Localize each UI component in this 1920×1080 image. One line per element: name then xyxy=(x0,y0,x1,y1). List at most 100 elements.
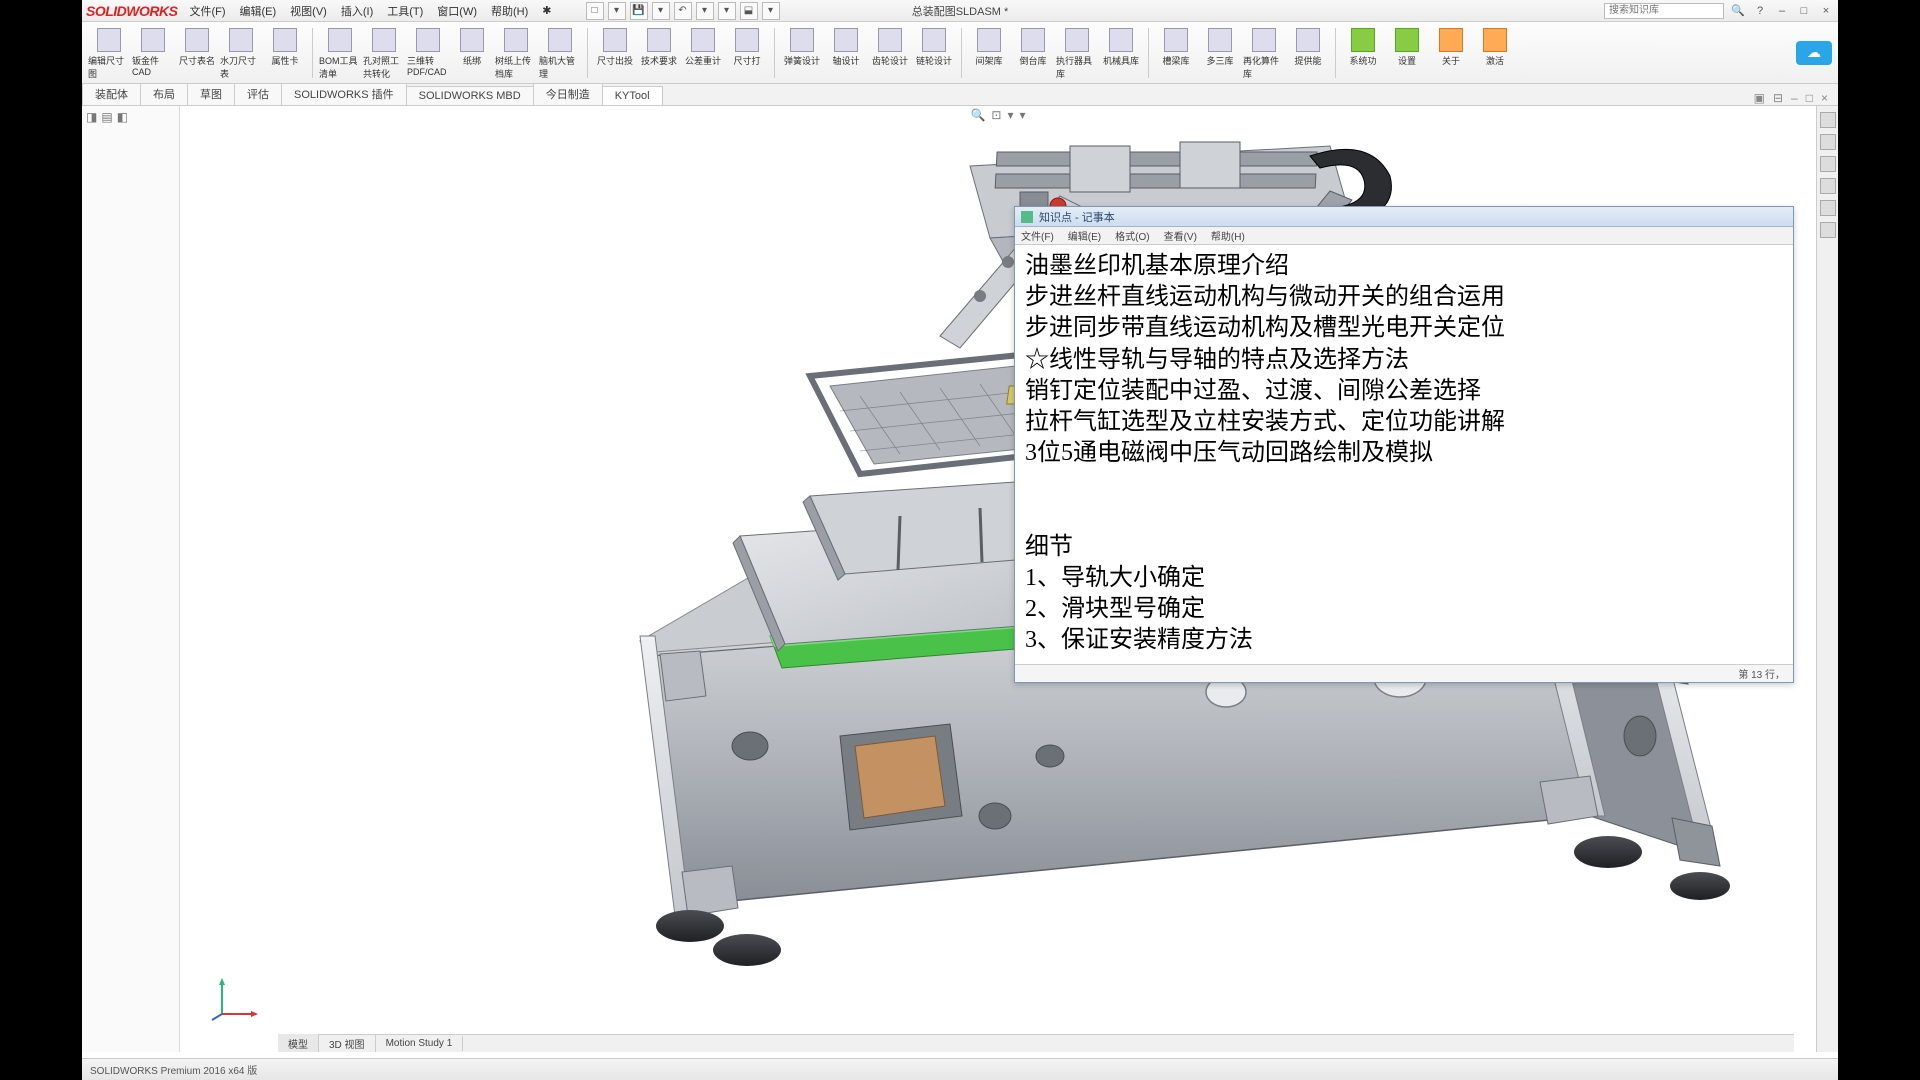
3d-viewport[interactable]: 🔍 ⊡ ▾ ▾ xyxy=(180,106,1816,1052)
ribbon-机械具库[interactable]: 机械具库 xyxy=(1100,26,1142,69)
menu-edit[interactable]: 编辑(E) xyxy=(240,3,277,19)
qat-print-icon[interactable]: ▾ xyxy=(652,2,670,20)
ribbon-钣金件CAD[interactable]: 钣金件CAD xyxy=(132,26,174,79)
ribbon-水刀尺寸表[interactable]: 水刀尺寸表 xyxy=(220,26,262,82)
ribbon-技术要求[interactable]: 技术要求 xyxy=(638,26,680,69)
qat-undo-icon[interactable]: ↶ xyxy=(674,2,692,20)
tab-KYTool[interactable]: KYTool xyxy=(602,86,663,105)
status-bar: SOLIDWORKS Premium 2016 x64 版 xyxy=(82,1058,1838,1080)
tab-SOLIDWORKS MBD[interactable]: SOLIDWORKS MBD xyxy=(406,86,534,105)
menu-insert[interactable]: 插入(I) xyxy=(341,3,373,19)
ft-prop-icon[interactable]: ◧ xyxy=(117,110,128,124)
motion-study-tabs: 模型3D 视图Motion Study 1 xyxy=(278,1034,1794,1052)
tab-close-icon[interactable]: × xyxy=(1821,91,1828,105)
np-menu-help[interactable]: 帮助(H) xyxy=(1211,228,1245,243)
taskpane-custom-props-icon[interactable] xyxy=(1820,222,1836,238)
ft-tree-icon[interactable]: ◨ xyxy=(86,110,97,124)
tab-min-icon[interactable]: – xyxy=(1791,91,1798,105)
qat-options-icon[interactable]: ▾ xyxy=(762,2,780,20)
ribbon-齿轮设计[interactable]: 齿轮设计 xyxy=(869,26,911,69)
bottom-tab-3D 视图[interactable]: 3D 视图 xyxy=(319,1034,376,1052)
minimize-icon[interactable]: – xyxy=(1774,4,1790,18)
bottom-tab-Motion Study 1[interactable]: Motion Study 1 xyxy=(376,1036,464,1051)
right-task-pane xyxy=(1816,106,1838,1052)
ribbon-链轮设计[interactable]: 链轮设计 xyxy=(913,26,955,69)
qat-open-icon[interactable]: ▾ xyxy=(608,2,626,20)
np-menu-file[interactable]: 文件(F) xyxy=(1021,228,1054,243)
notepad-window[interactable]: 知识点 - 记事本 文件(F) 编辑(E) 格式(O) 查看(V) 帮助(H) … xyxy=(1014,206,1794,683)
ribbon-脑机大管理[interactable]: 脑机大管理 xyxy=(539,26,581,82)
ribbon-弹簧设计[interactable]: 弹簧设计 xyxy=(781,26,823,69)
ribbon-属性卡[interactable]: 属性卡 xyxy=(264,26,306,69)
taskpane-resources-icon[interactable] xyxy=(1820,112,1836,128)
ft-config-icon[interactable]: ▤ xyxy=(101,110,112,124)
cloud-button[interactable]: ☁ xyxy=(1796,41,1832,65)
maximize-icon[interactable]: □ xyxy=(1796,4,1812,18)
ribbon-轴设计[interactable]: 轴设计 xyxy=(825,26,867,69)
solidworks-logo: SOLIDWORKS xyxy=(86,3,177,19)
ribbon-再化算件库[interactable]: 再化算件库 xyxy=(1243,26,1285,82)
tab-装配体[interactable]: 装配体 xyxy=(82,82,141,105)
ribbon-尺寸表名[interactable]: 尺寸表名 xyxy=(176,26,218,69)
qat-save-icon[interactable]: 💾 xyxy=(630,2,648,20)
tab-布局[interactable]: 布局 xyxy=(140,82,188,105)
taskpane-design-lib-icon[interactable] xyxy=(1820,134,1836,150)
tab-pin-icon[interactable]: ⊟ xyxy=(1773,91,1783,105)
ribbon-尺寸打[interactable]: 尺寸打 xyxy=(726,26,768,69)
ribbon-树纸上传档库[interactable]: 树纸上传档库 xyxy=(495,26,537,82)
tab-max-icon[interactable]: □ xyxy=(1806,91,1813,105)
notepad-titlebar[interactable]: 知识点 - 记事本 xyxy=(1015,207,1793,227)
menu-file[interactable]: 文件(F) xyxy=(189,3,225,19)
ribbon-关于[interactable]: 关于 xyxy=(1430,26,1472,69)
qat-select-icon[interactable]: ▾ xyxy=(718,2,736,20)
qat-redo-icon[interactable]: ▾ xyxy=(696,2,714,20)
ribbon-提供能[interactable]: 提供能 xyxy=(1287,26,1329,69)
np-menu-format[interactable]: 格式(O) xyxy=(1115,228,1149,243)
menu-tools[interactable]: 工具(T) xyxy=(387,3,423,19)
ribbon-设置[interactable]: 设置 xyxy=(1386,26,1428,69)
taskpane-view-palette-icon[interactable] xyxy=(1820,178,1836,194)
ribbon-right-buttons: ☁ xyxy=(1796,41,1832,65)
tab-今日制造[interactable]: 今日制造 xyxy=(533,82,603,105)
menu-window[interactable]: 窗口(W) xyxy=(437,3,477,19)
np-menu-edit[interactable]: 编辑(E) xyxy=(1068,228,1101,243)
ribbon-纸绑[interactable]: 纸绑 xyxy=(451,26,493,69)
ribbon-多三库[interactable]: 多三库 xyxy=(1199,26,1241,69)
ribbon-间架库[interactable]: 间架库 xyxy=(968,26,1010,69)
help-icon[interactable]: ? xyxy=(1752,4,1768,18)
tab-草图[interactable]: 草图 xyxy=(187,82,235,105)
taskpane-appearances-icon[interactable] xyxy=(1820,200,1836,216)
taskpane-file-explorer-icon[interactable] xyxy=(1820,156,1836,172)
notepad-title-text: 知识点 - 记事本 xyxy=(1039,209,1115,225)
notepad-app-icon xyxy=(1021,211,1033,223)
ribbon-三维转PDF/CAD[interactable]: 三维转PDF/CAD xyxy=(407,26,449,79)
np-menu-view[interactable]: 查看(V) xyxy=(1164,228,1197,243)
ribbon-槽梁库[interactable]: 槽梁库 xyxy=(1155,26,1197,69)
feature-tree-panel[interactable]: ◨ ▤ ◧ xyxy=(82,106,180,1052)
ribbon-系统功[interactable]: 系统功 xyxy=(1342,26,1384,69)
ribbon-toolbar: 编辑尺寸图钣金件CAD尺寸表名水刀尺寸表属性卡 BOM工具清单孔对照工共转化三维转… xyxy=(82,22,1838,84)
menu-view[interactable]: 视图(V) xyxy=(290,3,327,19)
ribbon-公差重计[interactable]: 公差重计 xyxy=(682,26,724,69)
main-area: ◨ ▤ ◧ 🔍 ⊡ ▾ ▾ xyxy=(82,106,1838,1052)
search-input[interactable] xyxy=(1604,3,1724,19)
menu-help[interactable]: 帮助(H) xyxy=(491,3,528,19)
bottom-tab-模型[interactable]: 模型 xyxy=(278,1034,319,1052)
qat-new-icon[interactable]: □ xyxy=(586,2,604,20)
notepad-body[interactable]: 油墨丝印机基本原理介绍 步进丝杆直线运动机构与微动开关的组合运用 步进同步带直线… xyxy=(1015,245,1793,664)
ribbon-执行器具库[interactable]: 执行器具库 xyxy=(1056,26,1098,82)
ribbon-倒台库[interactable]: 倒台库 xyxy=(1012,26,1054,69)
ribbon-孔对照工共转化[interactable]: 孔对照工共转化 xyxy=(363,26,405,82)
search-icon[interactable]: 🔍 xyxy=(1730,4,1746,18)
app-frame: SOLIDWORKS 文件(F) 编辑(E) 视图(V) 插入(I) 工具(T)… xyxy=(82,0,1838,1080)
ribbon-尺寸出投[interactable]: 尺寸出投 xyxy=(594,26,636,69)
ribbon-BOM工具清单[interactable]: BOM工具清单 xyxy=(319,26,361,82)
ribbon-激活[interactable]: 激活 xyxy=(1474,26,1516,69)
tab-评估[interactable]: 评估 xyxy=(234,82,282,105)
qat-rebuild-icon[interactable]: ⬓ xyxy=(740,2,758,20)
close-icon[interactable]: × xyxy=(1818,4,1834,18)
ribbon-编辑尺寸图[interactable]: 编辑尺寸图 xyxy=(88,26,130,82)
tab-SOLIDWORKS 插件[interactable]: SOLIDWORKS 插件 xyxy=(281,82,407,105)
menu-star[interactable]: ✱ xyxy=(542,4,551,17)
tab-expand-icon[interactable]: ▣ xyxy=(1754,91,1765,105)
